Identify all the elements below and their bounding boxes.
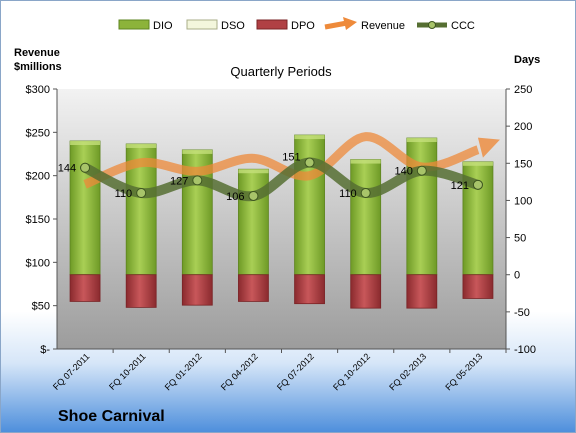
dio-bar-top <box>70 141 101 145</box>
x-tick-label: FQ 05-2013 <box>443 351 484 392</box>
lines-group: 144 110 127 106 151 110 140 121 <box>58 132 500 203</box>
x-tick-label: FQ 07-2011 <box>51 351 92 392</box>
dpo-bar <box>69 274 101 302</box>
ccc-line <box>80 157 483 202</box>
revenue-arrowhead <box>477 137 500 158</box>
ccc-data-label: 140 <box>394 166 412 178</box>
ccc-data-label: 121 <box>451 180 469 192</box>
ccc-data-label: 151 <box>282 152 300 164</box>
dpo-bar <box>238 274 269 302</box>
right-tick-label: 200 <box>514 121 532 133</box>
ccc-marker <box>80 162 91 173</box>
dpo-bar <box>125 274 157 308</box>
dio-bar-top <box>350 159 381 164</box>
dpo-bar <box>350 274 382 309</box>
x-tick-label: FQ 04-2012 <box>219 351 260 392</box>
legend-label-dio: DIO <box>153 20 173 32</box>
company-name: Shoe Carnival <box>58 408 165 425</box>
x-tick-label: FQ 02-2013 <box>387 351 428 392</box>
ccc-data-label: 127 <box>170 175 188 187</box>
ccc-data-label: 110 <box>339 188 357 200</box>
x-tick-label: FQ 01-2012 <box>163 351 204 392</box>
left-tick-label: $- <box>40 344 50 356</box>
chart-title: Quarterly Periods <box>230 64 332 79</box>
dio-bar-top <box>462 161 493 166</box>
x-tick-label: FQ 10-2011 <box>107 351 148 392</box>
right-tick-label: 0 <box>514 270 520 282</box>
left-tick-label: $150 <box>26 214 50 226</box>
legend-swatch-dso <box>186 19 218 30</box>
left-axis-label-line2: $millions <box>14 61 62 73</box>
ccc-marker <box>136 188 147 198</box>
dio-bar <box>350 159 382 276</box>
legend-swatch-ccc-marker <box>428 21 436 29</box>
legend-swatch-dio <box>118 19 150 30</box>
dpo-bar <box>294 274 325 305</box>
dio-bar <box>69 140 101 276</box>
ccc-marker <box>472 179 483 190</box>
dpo-bar <box>181 274 213 306</box>
ccc-marker <box>304 157 315 168</box>
right-tick-label: 50 <box>514 233 526 245</box>
left-axis-label-line1: Revenue <box>14 47 60 59</box>
ccc-data-label: 106 <box>226 191 244 203</box>
dio-bar-top <box>406 138 437 143</box>
ccc-data-label: 144 <box>58 163 76 175</box>
dpo-bar <box>462 274 494 299</box>
ccc-marker <box>416 165 427 176</box>
legend-label-revenue: Revenue <box>361 20 405 32</box>
legend-label-ccc: CCC <box>451 20 475 32</box>
left-tick-label: $300 <box>26 84 50 96</box>
right-tick-label: 250 <box>514 84 532 96</box>
right-tick-label: 150 <box>514 158 532 170</box>
ccc-marker <box>192 175 203 186</box>
left-tick-label: $50 <box>32 301 50 313</box>
dio-bar-top <box>294 135 325 140</box>
ccc-marker <box>248 190 259 201</box>
dpo-bar <box>406 274 438 309</box>
dio-bar-top <box>182 149 213 154</box>
legend-label-dpo: DPO <box>291 20 315 32</box>
ccc-data-label: 110 <box>115 188 133 200</box>
right-tick-label: -50 <box>514 307 530 319</box>
right-tick-label: 100 <box>514 195 532 207</box>
dio-bar-top <box>126 143 157 148</box>
x-tick-label: FQ 10-2012 <box>331 351 372 392</box>
left-tick-label: $100 <box>26 257 50 269</box>
legend-swatch-dpo <box>256 19 288 30</box>
right-tick-label: -100 <box>514 344 536 356</box>
dio-bar <box>238 168 269 276</box>
x-tick-label: FQ 07-2012 <box>275 351 316 392</box>
left-tick-label: $250 <box>26 127 50 139</box>
left-tick-label: $200 <box>26 171 50 183</box>
plot-area <box>57 89 506 349</box>
legend-label-dso: DSO <box>221 20 245 32</box>
right-axis-label: Days <box>514 54 540 66</box>
ccc-marker <box>360 188 371 198</box>
legend-swatch-revenue <box>324 20 348 30</box>
dio-bar-top <box>238 169 269 174</box>
legend-swatch-revenue-arrowhead <box>343 17 357 30</box>
legend: DIO DSO DPO Revenue CCC <box>118 17 475 32</box>
